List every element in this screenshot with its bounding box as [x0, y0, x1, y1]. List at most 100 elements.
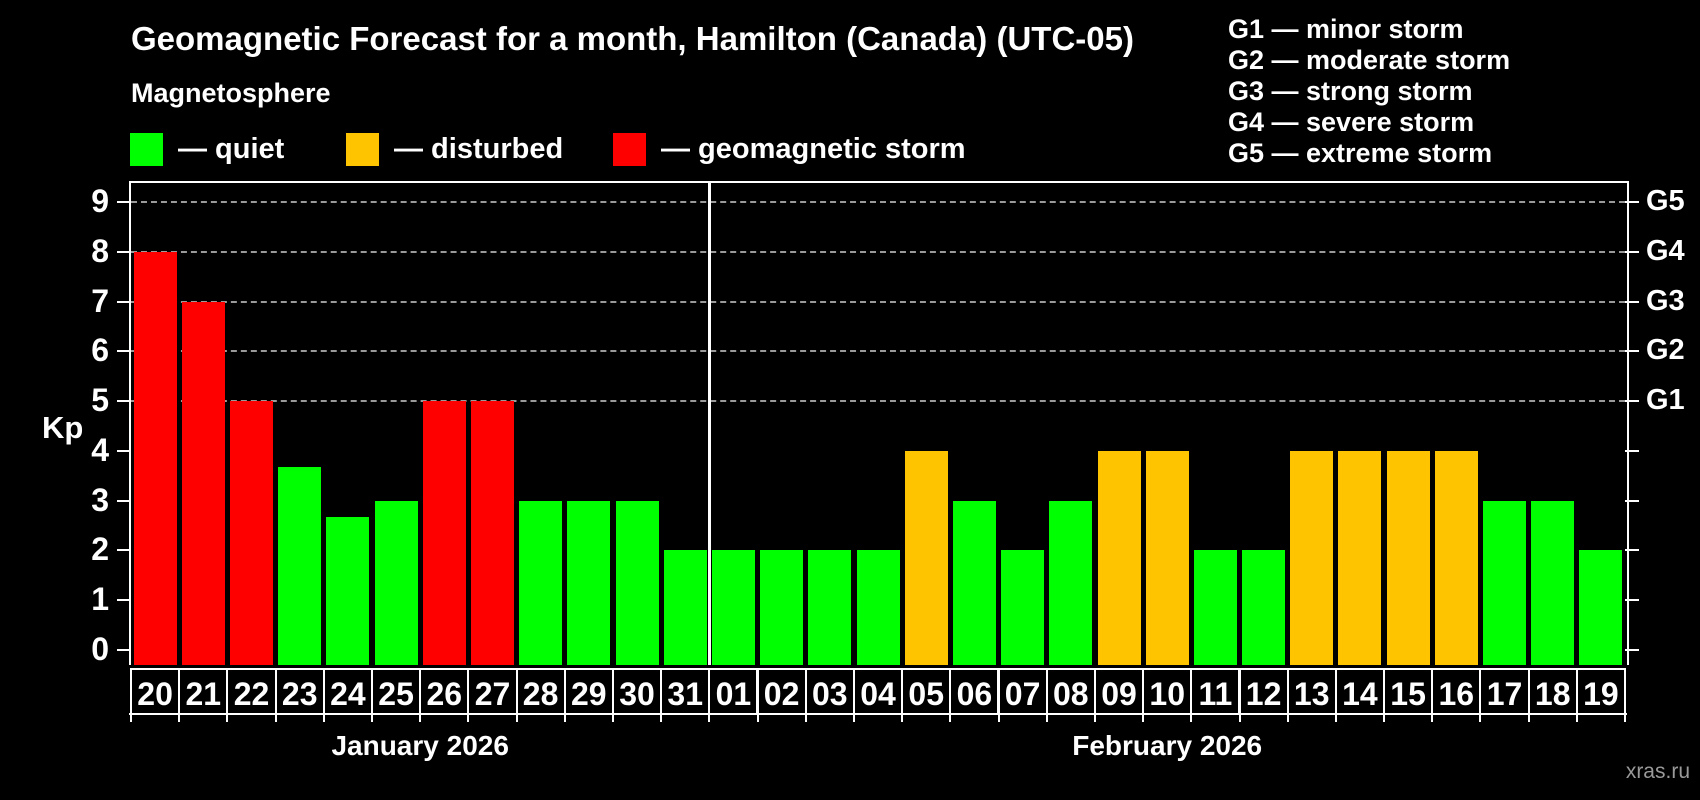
legend-label: — disturbed [394, 133, 564, 165]
y-axis-tick [117, 549, 131, 552]
right-axis-tick [1625, 449, 1639, 452]
kp-bar [326, 517, 370, 665]
date-label: 23 [281, 676, 318, 712]
kp-bar [133, 251, 177, 665]
kp-bar [422, 401, 466, 665]
x-axis-tick [1045, 715, 1048, 722]
date-label: 28 [522, 676, 559, 712]
x-axis-tick [226, 715, 229, 722]
date-label: 27 [474, 676, 511, 712]
kp-bar [1386, 450, 1430, 665]
x-axis-tick [515, 715, 518, 722]
y-tick-label: 7 [91, 282, 109, 319]
x-axis-tick [1238, 715, 1241, 722]
x-axis-tick [274, 715, 277, 722]
watermark: xras.ru [1625, 760, 1690, 783]
plot-border [129, 181, 1629, 665]
date-cell: 13 [1286, 668, 1337, 715]
date-label: 13 [1293, 676, 1330, 712]
date-cell: 24 [322, 668, 373, 715]
date-label: 15 [1390, 676, 1426, 712]
kp-bar [230, 401, 273, 665]
date-cell: 17 [1479, 668, 1530, 715]
y-tick-label: 3 [91, 481, 109, 518]
right-axis-tick [1625, 250, 1639, 253]
date-cell: 12 [1238, 668, 1289, 715]
date-cell: 03 [804, 668, 855, 715]
date-cell: 30 [611, 668, 663, 715]
date-cell: 14 [1334, 668, 1385, 715]
date-cell: 23 [274, 668, 325, 715]
y-tick-label: 0 [91, 631, 109, 667]
y-tick-label: 4 [91, 431, 109, 468]
x-axis-tick [322, 715, 325, 722]
date-label: 09 [1101, 676, 1137, 712]
legend-label: — geomagnetic storm [661, 133, 966, 165]
x-axis-line [129, 713, 1627, 715]
month-label: January 2026 [331, 730, 509, 761]
g-scale-legend: G1 — minor storm G2 — moderate storm G3 — … [1228, 14, 1510, 169]
date-cell: 08 [1045, 668, 1096, 715]
kp-bar [1242, 550, 1285, 665]
x-axis-tick [1575, 715, 1578, 722]
g-axis-label: G3 [1646, 284, 1685, 317]
date-cell: 11 [1190, 668, 1241, 715]
date-cell: 21 [178, 668, 229, 715]
date-cell: 27 [467, 668, 518, 715]
date-cell: 31 [660, 668, 711, 715]
y-tick-label: 2 [91, 531, 109, 568]
date-label: 16 [1438, 676, 1475, 712]
y-tick-label: 6 [91, 332, 109, 369]
y-axis-title: Kp [42, 410, 84, 445]
date-label: 03 [811, 676, 848, 712]
g-axis-label: G2 [1646, 334, 1685, 367]
y-axis-tick [117, 599, 131, 602]
date-label: 25 [378, 676, 414, 712]
y-axis-tick [117, 350, 131, 353]
date-label: 19 [1583, 676, 1619, 712]
date-cell: 26 [419, 668, 470, 715]
date-cell: 15 [1383, 668, 1434, 715]
date-label: 26 [426, 676, 463, 712]
x-axis-tick [467, 715, 470, 722]
gridline [131, 300, 1625, 303]
date-cell: 28 [515, 668, 566, 715]
date-label: 01 [715, 676, 752, 712]
x-axis-tick [949, 715, 952, 722]
kp-bar [1579, 550, 1623, 665]
g-legend-line: G2 — moderate storm [1228, 45, 1511, 75]
right-axis-tick [1625, 300, 1639, 303]
date-cell: 04 [852, 668, 904, 715]
date-label: 10 [1149, 676, 1185, 712]
x-axis-tick [804, 715, 807, 722]
x-axis-tick [1142, 715, 1145, 722]
date-cell: 16 [1431, 668, 1482, 715]
chart-subtitle: Magnetosphere [131, 78, 331, 108]
y-tick-label: 8 [91, 232, 109, 269]
date-cell: 19 [1575, 668, 1626, 715]
kp-bar [711, 550, 755, 665]
right-axis-tick [1625, 649, 1639, 651]
date-label: 24 [330, 676, 366, 712]
x-axis-tick [178, 715, 181, 722]
g-legend-line: G1 — minor storm [1228, 14, 1464, 44]
x-axis-tick [708, 715, 711, 722]
x-axis-tick [756, 715, 759, 722]
storm-color-swatch [613, 133, 646, 166]
date-cell: 01 [708, 668, 759, 715]
y-axis-tick [117, 400, 131, 403]
kp-bar [278, 467, 322, 665]
g-legend-line: G3 — strong storm [1228, 76, 1473, 106]
disturbed-color-swatch [346, 133, 379, 166]
date-label: 18 [1534, 676, 1571, 712]
y-tick-label: 1 [91, 581, 109, 618]
kp-bar [952, 500, 996, 665]
gridline [131, 200, 1625, 203]
legend-label: — quiet [178, 133, 285, 165]
date-label: 08 [1052, 676, 1089, 712]
right-axis-tick [1625, 200, 1639, 203]
x-axis-tick [1334, 715, 1337, 722]
x-axis-tick [130, 715, 132, 722]
right-axis-tick [1625, 499, 1639, 502]
kp-bar [1338, 450, 1382, 665]
